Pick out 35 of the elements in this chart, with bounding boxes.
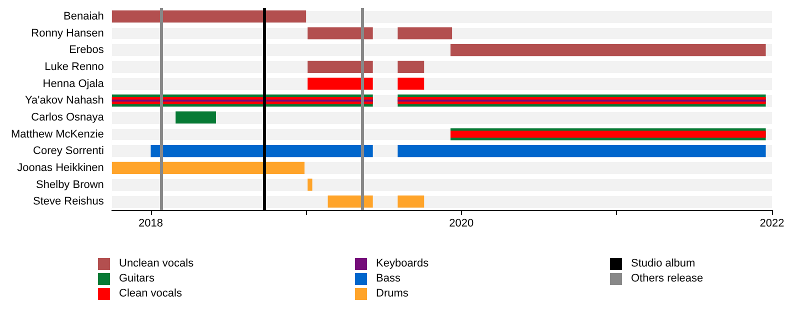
legend-label: Unclean vocals — [119, 258, 194, 270]
y-tick-label: Henna Ojala — [42, 78, 105, 90]
bar — [450, 130, 766, 138]
bar — [398, 27, 452, 40]
x-tick-label: 2018 — [138, 218, 163, 230]
legend-label: Others release — [631, 272, 704, 284]
bar — [308, 178, 312, 191]
y-tick-label: Luke Renno — [44, 60, 104, 73]
y-tick-label: Erebos — [69, 44, 104, 56]
bar — [112, 100, 373, 102]
bar — [398, 100, 766, 102]
bar — [398, 60, 424, 73]
legend-label: Keyboards — [376, 258, 430, 270]
y-tick-label: Shelby Brown — [36, 178, 104, 191]
bar — [176, 111, 216, 124]
bar — [308, 60, 373, 73]
legend-label: Clean vocals — [119, 288, 182, 300]
legend-label: Studio album — [631, 258, 696, 270]
bar — [308, 27, 373, 40]
y-tick-label: Matthew McKenzie — [10, 128, 104, 140]
y-tick-label: Ronny Hansen — [31, 27, 104, 40]
legend-label: Guitars — [119, 272, 155, 284]
legend-label: Bass — [376, 272, 401, 284]
y-tick-label: Benaiah — [64, 10, 104, 22]
y-tick-label: Corey Sorrenti — [33, 145, 104, 158]
x-tick-label: 2022 — [760, 218, 784, 230]
y-tick-label: Carlos Osnaya — [31, 111, 105, 124]
y-tick-label: Steve Reishus — [32, 196, 104, 208]
bar — [328, 196, 373, 208]
y-tick-label: Ya'akov Nahash — [24, 94, 104, 107]
legend-label: Drums — [376, 288, 409, 300]
bar — [112, 10, 306, 22]
bar — [398, 196, 424, 208]
y-tick-label: Joonas Heikkinen — [17, 162, 104, 174]
x-tick-label: 2020 — [449, 218, 474, 230]
